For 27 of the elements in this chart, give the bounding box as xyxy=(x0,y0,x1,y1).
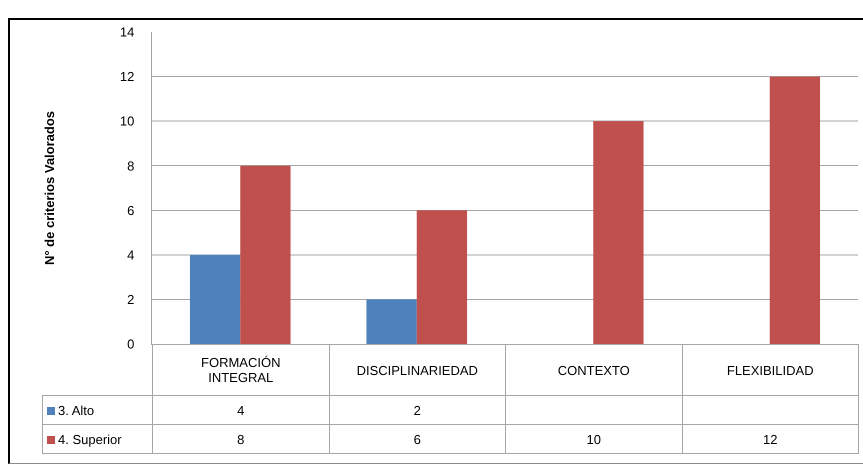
bar xyxy=(416,210,468,344)
bar xyxy=(190,254,240,344)
y-tick-label: 6 xyxy=(127,202,134,218)
x-tick-label: CONTEXTO xyxy=(506,344,682,396)
y-tick-label: 2 xyxy=(127,292,134,307)
y-tick-label: 12 xyxy=(120,69,134,84)
bar xyxy=(770,76,820,344)
y-axis-title: N° de criterios Valorados xyxy=(42,110,57,266)
x-tick-label: FORMACIÓN INTEGRAL xyxy=(152,344,329,396)
y-tick-label: 14 xyxy=(120,24,134,40)
y-tick-label: 10 xyxy=(120,114,134,129)
y-tick-label: 0 xyxy=(127,336,134,352)
legend-label: 3. Alto xyxy=(58,402,94,418)
bar xyxy=(240,166,291,344)
bar xyxy=(593,121,644,344)
y-tick-label: 4 xyxy=(127,247,134,262)
data-label: 4 xyxy=(152,396,329,424)
x-tick-label: DISCIPLINARIEDAD xyxy=(329,344,506,396)
data-label: 12 xyxy=(682,424,858,454)
x-tick-label: FLEXIBILIDAD xyxy=(682,344,858,396)
y-tick-label: 8 xyxy=(127,158,134,174)
data-label: 2 xyxy=(329,396,506,424)
data-label: 8 xyxy=(152,424,329,454)
bar xyxy=(366,299,417,344)
legend-label: 4. Superior xyxy=(58,432,122,446)
data-label: 6 xyxy=(329,424,506,454)
data-label: 10 xyxy=(506,424,682,454)
